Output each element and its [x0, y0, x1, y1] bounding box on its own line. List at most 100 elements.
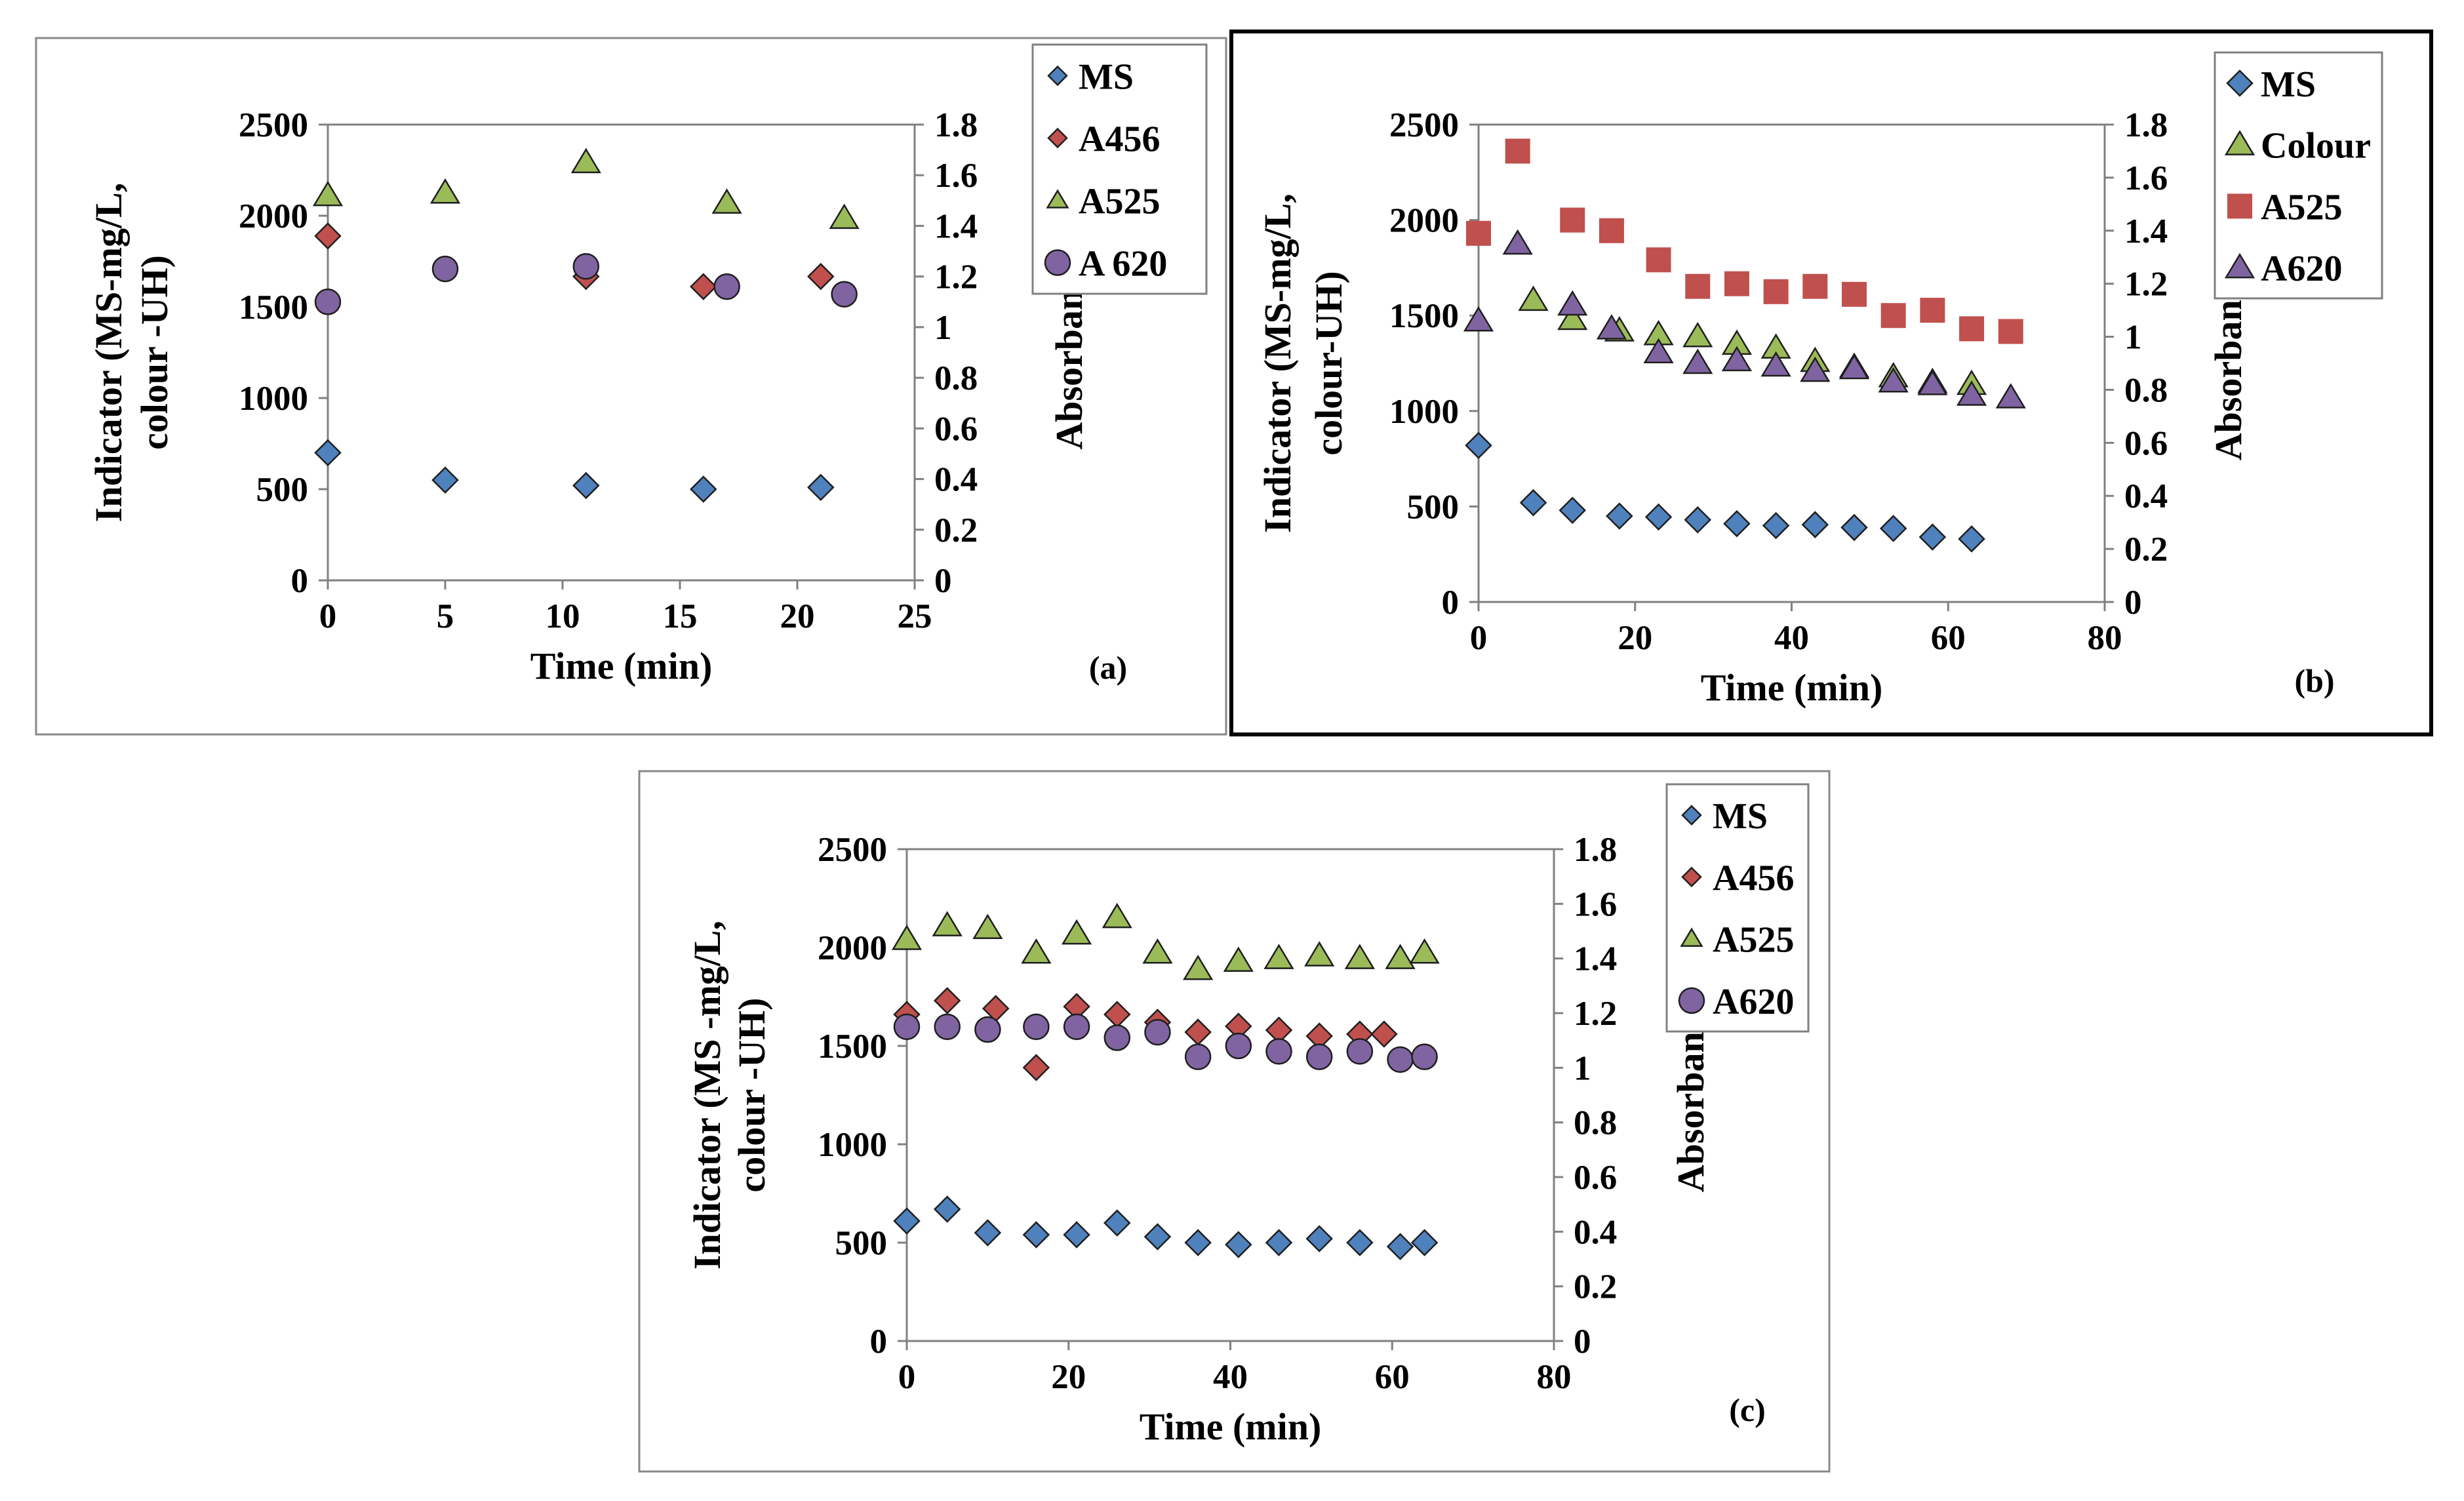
x-tick-label: 0 — [1470, 619, 1488, 657]
legend-label-a456: A456 — [1079, 119, 1160, 160]
y2-tick-label: 1.4 — [2124, 212, 2168, 250]
data-point-a525 — [312, 180, 344, 207]
data-point-ms — [933, 1195, 961, 1223]
y-axis-label-line1: Indicator (MS -mg/L, — [686, 921, 728, 1270]
y-tick-label: 2500 — [239, 106, 308, 144]
data-point-a620 — [1144, 1018, 1171, 1046]
data-point-a525 — [1102, 902, 1132, 929]
data-point-a620 — [1917, 369, 1948, 395]
data-point-a620 — [1760, 351, 1791, 377]
data-point-a525 — [1223, 946, 1254, 972]
legend-marker-a456 — [1047, 127, 1068, 149]
data-point-a525 — [972, 913, 1003, 940]
data-point-a620 — [1721, 346, 1753, 372]
legend-label-ms: MS — [2261, 64, 2316, 105]
data-point-a620 — [1502, 229, 1533, 255]
data-point-a620 — [1225, 1032, 1252, 1060]
legend-label-a456: A456 — [1713, 858, 1794, 898]
data-point-a525 — [1021, 938, 1052, 964]
data-point-ms — [1559, 496, 1587, 524]
legend-marker-ms — [2226, 70, 2254, 97]
panel-frame — [35, 37, 1227, 736]
x-tick-label: 25 — [898, 597, 932, 635]
y2-tick-label: 1.2 — [1574, 995, 1617, 1033]
data-point-a525 — [1802, 273, 1828, 299]
data-point-ms — [1225, 1231, 1252, 1258]
legend-marker-a525 — [1680, 927, 1703, 947]
y-tick-label: 0 — [291, 562, 309, 600]
legend-label-a525: A525 — [1713, 920, 1794, 961]
data-point-a620 — [1596, 314, 1627, 340]
legend-label-a525: A525 — [1079, 182, 1160, 222]
legend-marker-a620 — [1044, 249, 1071, 276]
y2-tick-label: 0.8 — [1574, 1104, 1617, 1142]
y-tick-label: 1000 — [1389, 393, 1459, 431]
data-point-a620 — [934, 1013, 961, 1041]
y2-tick-label: 0.6 — [2124, 424, 2168, 462]
y-tick-label: 0 — [1442, 584, 1460, 622]
data-point-ms — [1958, 525, 1985, 553]
data-point-a525 — [1599, 218, 1624, 243]
legend-label-a620: A620 — [1713, 982, 1794, 1022]
data-point-ms — [431, 466, 459, 494]
data-point-a620 — [1387, 1046, 1414, 1073]
x-tick-label: 40 — [1774, 619, 1809, 657]
y-tick-label: 2500 — [818, 831, 887, 869]
y2-tick-label: 0.8 — [2124, 371, 2168, 409]
y2-tick-label: 1.8 — [2124, 106, 2168, 144]
data-point-ms — [1465, 431, 1492, 459]
x-tick-label: 20 — [1618, 619, 1652, 657]
data-point-a620 — [1838, 353, 1870, 380]
data-point-a620 — [572, 252, 600, 280]
x-axis-label: Time (min) — [530, 645, 713, 687]
data-point-ms — [1606, 502, 1633, 530]
data-point-a620 — [314, 289, 342, 315]
y2-tick-label: 1 — [1574, 1049, 1591, 1087]
legend: MS A456 A525 A 620 — [1031, 43, 1208, 295]
chart-panel-a: 0 5 10 15 20 250500100015002000250000.20.40.6… — [35, 37, 1227, 736]
data-point-ms — [1305, 1225, 1333, 1252]
data-point-a525 — [932, 911, 963, 936]
y2-tick-label: 0 — [934, 562, 952, 600]
data-point-ms — [1184, 1229, 1212, 1256]
data-markers — [1463, 138, 2026, 553]
x-tick-label: 20 — [1051, 1358, 1086, 1396]
legend-label-ms: MS — [1713, 796, 1768, 837]
data-point-a620 — [1265, 1038, 1292, 1065]
y2-tick-label: 1 — [2124, 319, 2142, 357]
data-point-ms — [807, 473, 835, 501]
y2-tick-label: 1.6 — [1574, 885, 1617, 923]
y-tick-label: 2000 — [239, 197, 308, 235]
y2-tick-label: 0.8 — [934, 359, 978, 397]
data-point-ms — [1644, 503, 1673, 531]
data-point-a620 — [1995, 383, 2026, 409]
data-point-a525 — [1466, 220, 1491, 246]
data-point-ms — [1762, 511, 1790, 540]
y-tick-label: 1500 — [1389, 297, 1459, 335]
panel-label: (b) — [2294, 662, 2334, 699]
data-point-ms — [1386, 1233, 1414, 1260]
data-point-a620 — [1463, 306, 1494, 332]
x-tick-label: 80 — [1537, 1358, 1572, 1396]
data-point-a525 — [570, 148, 601, 174]
data-point-ms — [314, 439, 342, 467]
data-point-a620 — [713, 273, 740, 300]
y2-tick-label: 1.2 — [934, 258, 978, 296]
data-point-a525 — [1061, 919, 1092, 945]
data-point-ms — [893, 1207, 921, 1235]
legend-marker-a620 — [2224, 252, 2255, 279]
data-point-ms — [1519, 489, 1547, 517]
panel-label: (c) — [1729, 1391, 1766, 1428]
data-point-a620 — [1643, 338, 1674, 364]
data-point-a456 — [1370, 1020, 1398, 1048]
data-point-ms — [1022, 1221, 1050, 1249]
y2-tick-label: 0.2 — [934, 511, 978, 550]
legend-marker-ms — [1681, 805, 1702, 826]
data-point-a525 — [1842, 281, 1867, 307]
y2-tick-label: 1.4 — [934, 207, 978, 245]
data-point-ms — [1684, 506, 1712, 534]
plot-area — [327, 123, 916, 582]
y-tick-label: 1000 — [239, 380, 308, 418]
data-markers — [891, 902, 1440, 1260]
